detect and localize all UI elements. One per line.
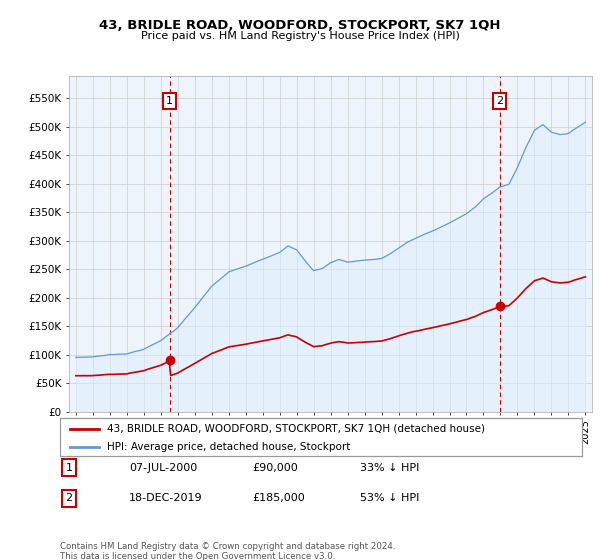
Text: 18-DEC-2019: 18-DEC-2019: [129, 493, 203, 503]
Text: 1: 1: [166, 96, 173, 106]
Text: 2: 2: [65, 493, 73, 503]
Text: Contains HM Land Registry data © Crown copyright and database right 2024.
This d: Contains HM Land Registry data © Crown c…: [60, 542, 395, 560]
Text: 07-JUL-2000: 07-JUL-2000: [129, 463, 197, 473]
Text: Price paid vs. HM Land Registry's House Price Index (HPI): Price paid vs. HM Land Registry's House …: [140, 31, 460, 41]
Text: HPI: Average price, detached house, Stockport: HPI: Average price, detached house, Stoc…: [107, 442, 350, 452]
Text: 33% ↓ HPI: 33% ↓ HPI: [360, 463, 419, 473]
Text: 1: 1: [65, 463, 73, 473]
Text: £185,000: £185,000: [252, 493, 305, 503]
Text: 43, BRIDLE ROAD, WOODFORD, STOCKPORT, SK7 1QH: 43, BRIDLE ROAD, WOODFORD, STOCKPORT, SK…: [99, 18, 501, 32]
Text: 43, BRIDLE ROAD, WOODFORD, STOCKPORT, SK7 1QH (detached house): 43, BRIDLE ROAD, WOODFORD, STOCKPORT, SK…: [107, 424, 485, 434]
Text: 2: 2: [496, 96, 503, 106]
Text: 53% ↓ HPI: 53% ↓ HPI: [360, 493, 419, 503]
Text: £90,000: £90,000: [252, 463, 298, 473]
